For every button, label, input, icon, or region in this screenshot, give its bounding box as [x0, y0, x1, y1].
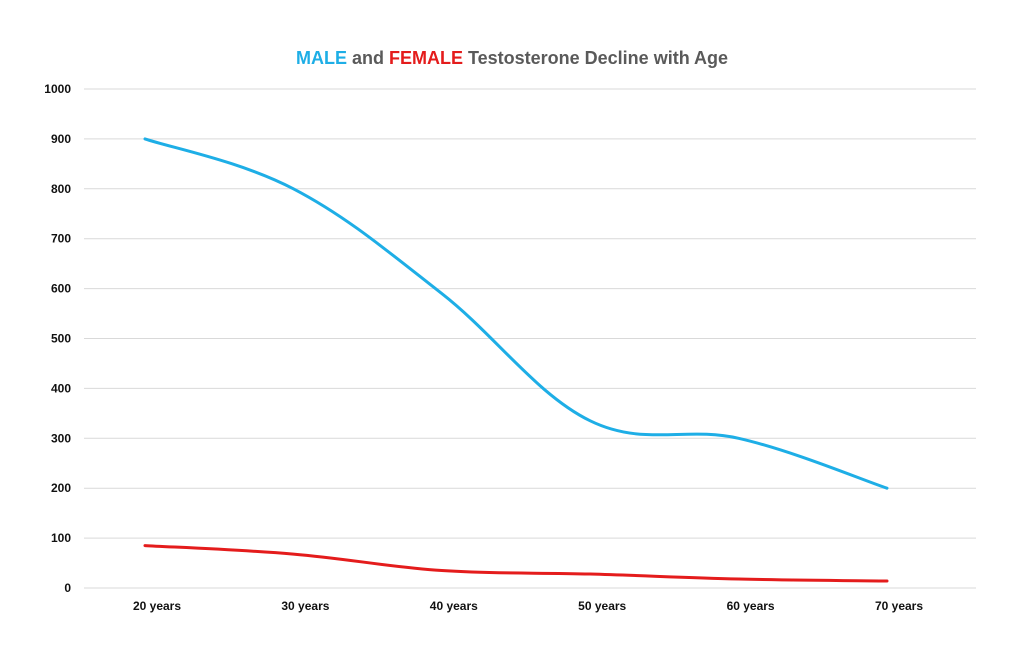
x-tick-label: 70 years [875, 599, 923, 613]
y-tick-label: 800 [51, 182, 71, 196]
y-tick-label: 600 [51, 282, 71, 296]
x-tick-label: 40 years [430, 599, 478, 613]
x-tick-label: 30 years [281, 599, 329, 613]
chart-title-part-2: FEMALE [388, 48, 463, 68]
chart-title-part-0: MALE [295, 48, 347, 68]
y-tick-label: 700 [51, 232, 71, 246]
x-tick-label: 50 years [578, 599, 626, 613]
y-tick-label: 0 [64, 581, 71, 595]
y-tick-label: 200 [51, 481, 71, 495]
chart-title-part-1: and [346, 48, 389, 68]
y-tick-label: 900 [51, 132, 71, 146]
y-axis-ticks: 0 100 200 300 400 500 600 700 800 900 1000 [44, 82, 71, 595]
x-axis-ticks: 20 years 30 years 40 years 50 years 60 years… [133, 599, 923, 613]
y-tick-label: 100 [51, 531, 71, 545]
y-tick-label: 500 [51, 332, 71, 346]
x-tick-label: 20 years [133, 599, 181, 613]
x-tick-label: 60 years [727, 599, 775, 613]
chart-title: MALE and FEMALE Testosterone Decline wit… [0, 48, 1024, 69]
y-tick-label: 400 [51, 381, 71, 395]
y-tick-label: 300 [51, 431, 71, 445]
series-lines [143, 137, 889, 583]
series-line-1 [143, 544, 889, 583]
grid-lines [84, 88, 976, 589]
series-line-0 [143, 137, 889, 490]
y-tick-label: 1000 [44, 82, 71, 96]
chart-title-part-3: Testosterone Decline with Age [462, 48, 729, 68]
